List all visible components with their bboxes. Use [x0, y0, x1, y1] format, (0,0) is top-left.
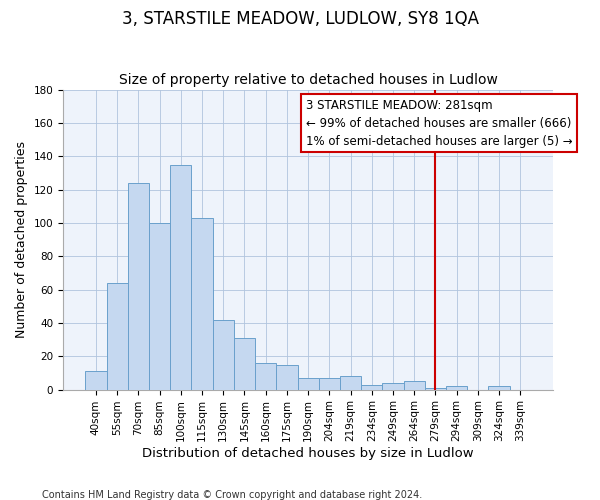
X-axis label: Distribution of detached houses by size in Ludlow: Distribution of detached houses by size …: [142, 447, 474, 460]
Bar: [404, 382, 425, 390]
Bar: [319, 378, 340, 390]
Bar: [276, 364, 298, 390]
Text: 3, STARSTILE MEADOW, LUDLOW, SY8 1QA: 3, STARSTILE MEADOW, LUDLOW, SY8 1QA: [121, 10, 479, 28]
Bar: [85, 372, 107, 390]
Bar: [361, 384, 382, 390]
Bar: [191, 218, 212, 390]
Bar: [298, 378, 319, 390]
Title: Size of property relative to detached houses in Ludlow: Size of property relative to detached ho…: [119, 73, 497, 87]
Bar: [446, 386, 467, 390]
Bar: [488, 386, 509, 390]
Text: Contains HM Land Registry data © Crown copyright and database right 2024.: Contains HM Land Registry data © Crown c…: [42, 490, 422, 500]
Bar: [128, 183, 149, 390]
Bar: [170, 164, 191, 390]
Bar: [425, 388, 446, 390]
Y-axis label: Number of detached properties: Number of detached properties: [15, 141, 28, 338]
Bar: [212, 320, 234, 390]
Bar: [149, 223, 170, 390]
Bar: [382, 383, 404, 390]
Bar: [255, 363, 276, 390]
Bar: [234, 338, 255, 390]
Bar: [340, 376, 361, 390]
Bar: [107, 283, 128, 390]
Text: 3 STARSTILE MEADOW: 281sqm
← 99% of detached houses are smaller (666)
1% of semi: 3 STARSTILE MEADOW: 281sqm ← 99% of deta…: [305, 98, 572, 148]
